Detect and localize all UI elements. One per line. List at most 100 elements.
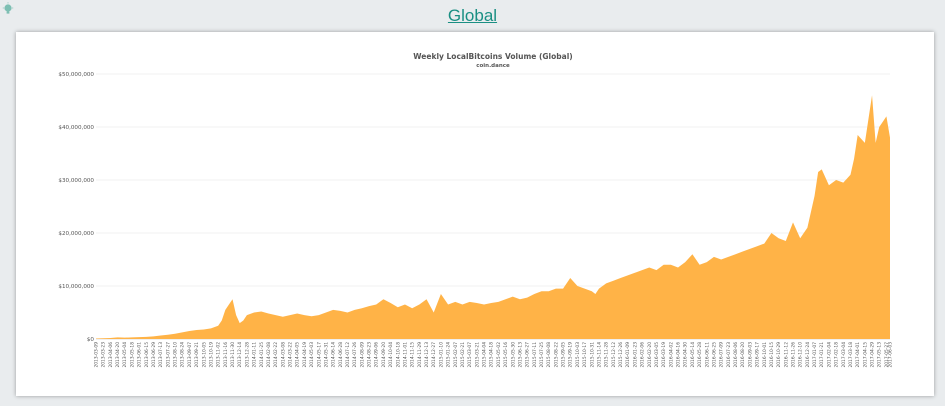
x-tick-label: 2016-06-25 [711, 342, 717, 368]
x-tick-label: 2017-01-21 [819, 342, 825, 368]
x-tick-label: 2015-11-28 [604, 342, 610, 368]
x-tick-label: 2017-01-07 [812, 342, 818, 368]
x-tick-label: 2016-07-23 [726, 342, 732, 368]
x-tick-label: 2014-08-23 [367, 342, 373, 368]
x-tick-label: 2017-05-27 [884, 342, 890, 368]
global-link[interactable]: Global [447, 6, 498, 25]
x-tick-label: 2015-04-18 [489, 342, 495, 368]
x-tick-label: 2014-12-13 [424, 342, 430, 368]
x-tick-label: 2015-12-26 [618, 342, 624, 368]
y-tick-label: $40,000,000 [58, 125, 94, 131]
volume-chart: Weekly LocalBitcoins Volume (Global) coi… [58, 52, 894, 368]
x-tick-label: 2014-05-03 [309, 342, 315, 368]
y-axis: $0 $10,000,000 $20,000,000 $30,000,000 $40,0… [58, 72, 94, 343]
x-tick-label: 2013-08-10 [173, 342, 179, 368]
x-tick-label: 2015-03-07 [467, 342, 473, 368]
x-tick-label: 2015-09-19 [568, 342, 574, 368]
x-tick-label: 2014-01-11 [252, 342, 258, 368]
x-tick-label: 2013-04-20 [115, 342, 121, 368]
x-tick-label: 2015-05-16 [503, 342, 509, 368]
y-tick-label: $50,000,000 [58, 72, 94, 78]
x-tick-label: 2013-09-07 [187, 342, 193, 368]
y-tick-label: $0 [87, 337, 95, 343]
x-tick-label: 2017-04-01 [855, 342, 861, 368]
x-tick-label: 2016-09-17 [755, 342, 761, 368]
y-tick-label: $10,000,000 [58, 284, 94, 290]
x-tick-label: 2017-02-04 [826, 342, 832, 368]
x-tick-label: 2017-04-29 [870, 342, 876, 368]
x-tick-label: 2014-10-04 [388, 342, 394, 368]
x-tick-label: 2016-12-24 [805, 342, 811, 368]
x-tick-label: 2014-05-31 [323, 342, 329, 368]
x-tick-label: 2015-01-10 [438, 342, 444, 368]
x-tick-label: 2015-06-27 [525, 342, 531, 368]
x-tick-label: 2013-10-05 [201, 342, 207, 368]
x-tick-label: 2013-03-23 [101, 342, 107, 368]
x-tick-label: 2016-03-19 [661, 342, 667, 368]
x-tick-label: 2015-04-04 [482, 342, 488, 368]
x-tick-label: 2015-08-22 [553, 342, 559, 368]
x-tick-label: 2014-02-22 [273, 342, 279, 368]
x-tick-label: 2014-05-17 [316, 342, 322, 368]
x-tick-label: 2016-03-05 [654, 342, 660, 368]
x-tick-label: 2013-07-27 [165, 342, 171, 368]
x-tick-label: 2014-09-20 [381, 342, 387, 368]
x-tick-label: 2017-04-15 [862, 342, 868, 368]
x-tick-label: 2015-11-14 [596, 342, 602, 368]
x-tick-label: 2015-01-24 [446, 342, 452, 368]
x-tick-label: 2014-06-28 [338, 342, 344, 368]
x-tick-label: 2016-05-14 [690, 342, 696, 368]
x-tick-label: 2016-01-09 [625, 342, 631, 368]
x-tick-label: 2016-10-01 [762, 342, 768, 368]
x-tick-label: 2015-02-21 [460, 342, 466, 368]
x-tick-label: 2015-08-08 [546, 342, 552, 368]
x-tick-label: 2017-05-13 [877, 342, 883, 368]
x-tick-label: 2016-02-06 [640, 342, 646, 368]
x-tick-label: 2015-10-31 [589, 342, 595, 368]
x-tick-label: 2016-06-11 [704, 342, 710, 368]
x-tick-label: 2013-08-24 [180, 342, 186, 368]
x-tick-label: 2015-03-21 [474, 342, 480, 368]
x-tick-label: 2013-04-06 [108, 342, 114, 368]
x-tick-label: 2014-04-05 [295, 342, 301, 368]
x-tick-label: 2013-11-30 [230, 342, 236, 368]
x-tick-label: 2013-11-02 [216, 342, 222, 368]
x-tick-label: 2013-06-01 [137, 342, 143, 368]
x-tick-label: 2014-12-27 [431, 342, 437, 368]
x-tick-label: 2014-02-08 [266, 342, 272, 368]
x-tick-label: 2017-03-18 [848, 342, 854, 368]
x-tick-label: 2013-10-19 [208, 342, 214, 368]
x-tick-label: 2014-11-29 [417, 342, 423, 368]
x-tick-label: 2016-10-29 [776, 342, 782, 368]
volume-area [96, 95, 890, 339]
x-tick-label: 2013-12-28 [244, 342, 250, 368]
x-tick-label: 2017-03-04 [841, 342, 847, 368]
x-tick-label: 2016-08-06 [733, 342, 739, 368]
x-tick-label: 2014-01-25 [259, 342, 265, 368]
x-tick-label: 2016-12-10 [798, 342, 804, 368]
x-tick-label: 2016-04-02 [668, 342, 674, 368]
x-tick-label: 2016-08-20 [740, 342, 746, 368]
x-tick-label: 2015-09-05 [561, 342, 567, 368]
x-tick-label: 2015-05-02 [496, 342, 502, 368]
x-tick-label: 2017-02-18 [834, 342, 840, 368]
x-tick-label: 2014-04-19 [302, 342, 308, 368]
y-tick-label: $30,000,000 [58, 178, 94, 184]
x-tick-label: 2014-08-09 [359, 342, 365, 368]
x-tick-label: 2015-06-13 [517, 342, 523, 368]
x-tick-label: 2017-06-03 [888, 342, 894, 368]
x-tick-label: 2014-07-12 [345, 342, 351, 368]
y-tick-label: $20,000,000 [58, 231, 94, 237]
x-tick-label: 2014-03-22 [288, 342, 294, 368]
x-tick-label: 2014-11-01 [402, 342, 408, 368]
x-axis: 2013-03-09 2013-03-23 2013-04-06 2013-04-20… [94, 342, 894, 368]
x-tick-label: 2015-07-25 [539, 342, 545, 368]
x-tick-label: 2015-07-11 [532, 342, 538, 368]
x-tick-label: 2013-05-18 [129, 342, 135, 368]
x-tick-label: 2013-11-16 [223, 342, 229, 368]
x-tick-label: 2013-09-21 [194, 342, 200, 368]
x-tick-label: 2014-09-06 [374, 342, 380, 368]
x-tick-label: 2016-04-16 [676, 342, 682, 368]
x-tick-label: 2016-01-23 [632, 342, 638, 368]
x-tick-label: 2015-10-17 [582, 342, 588, 368]
